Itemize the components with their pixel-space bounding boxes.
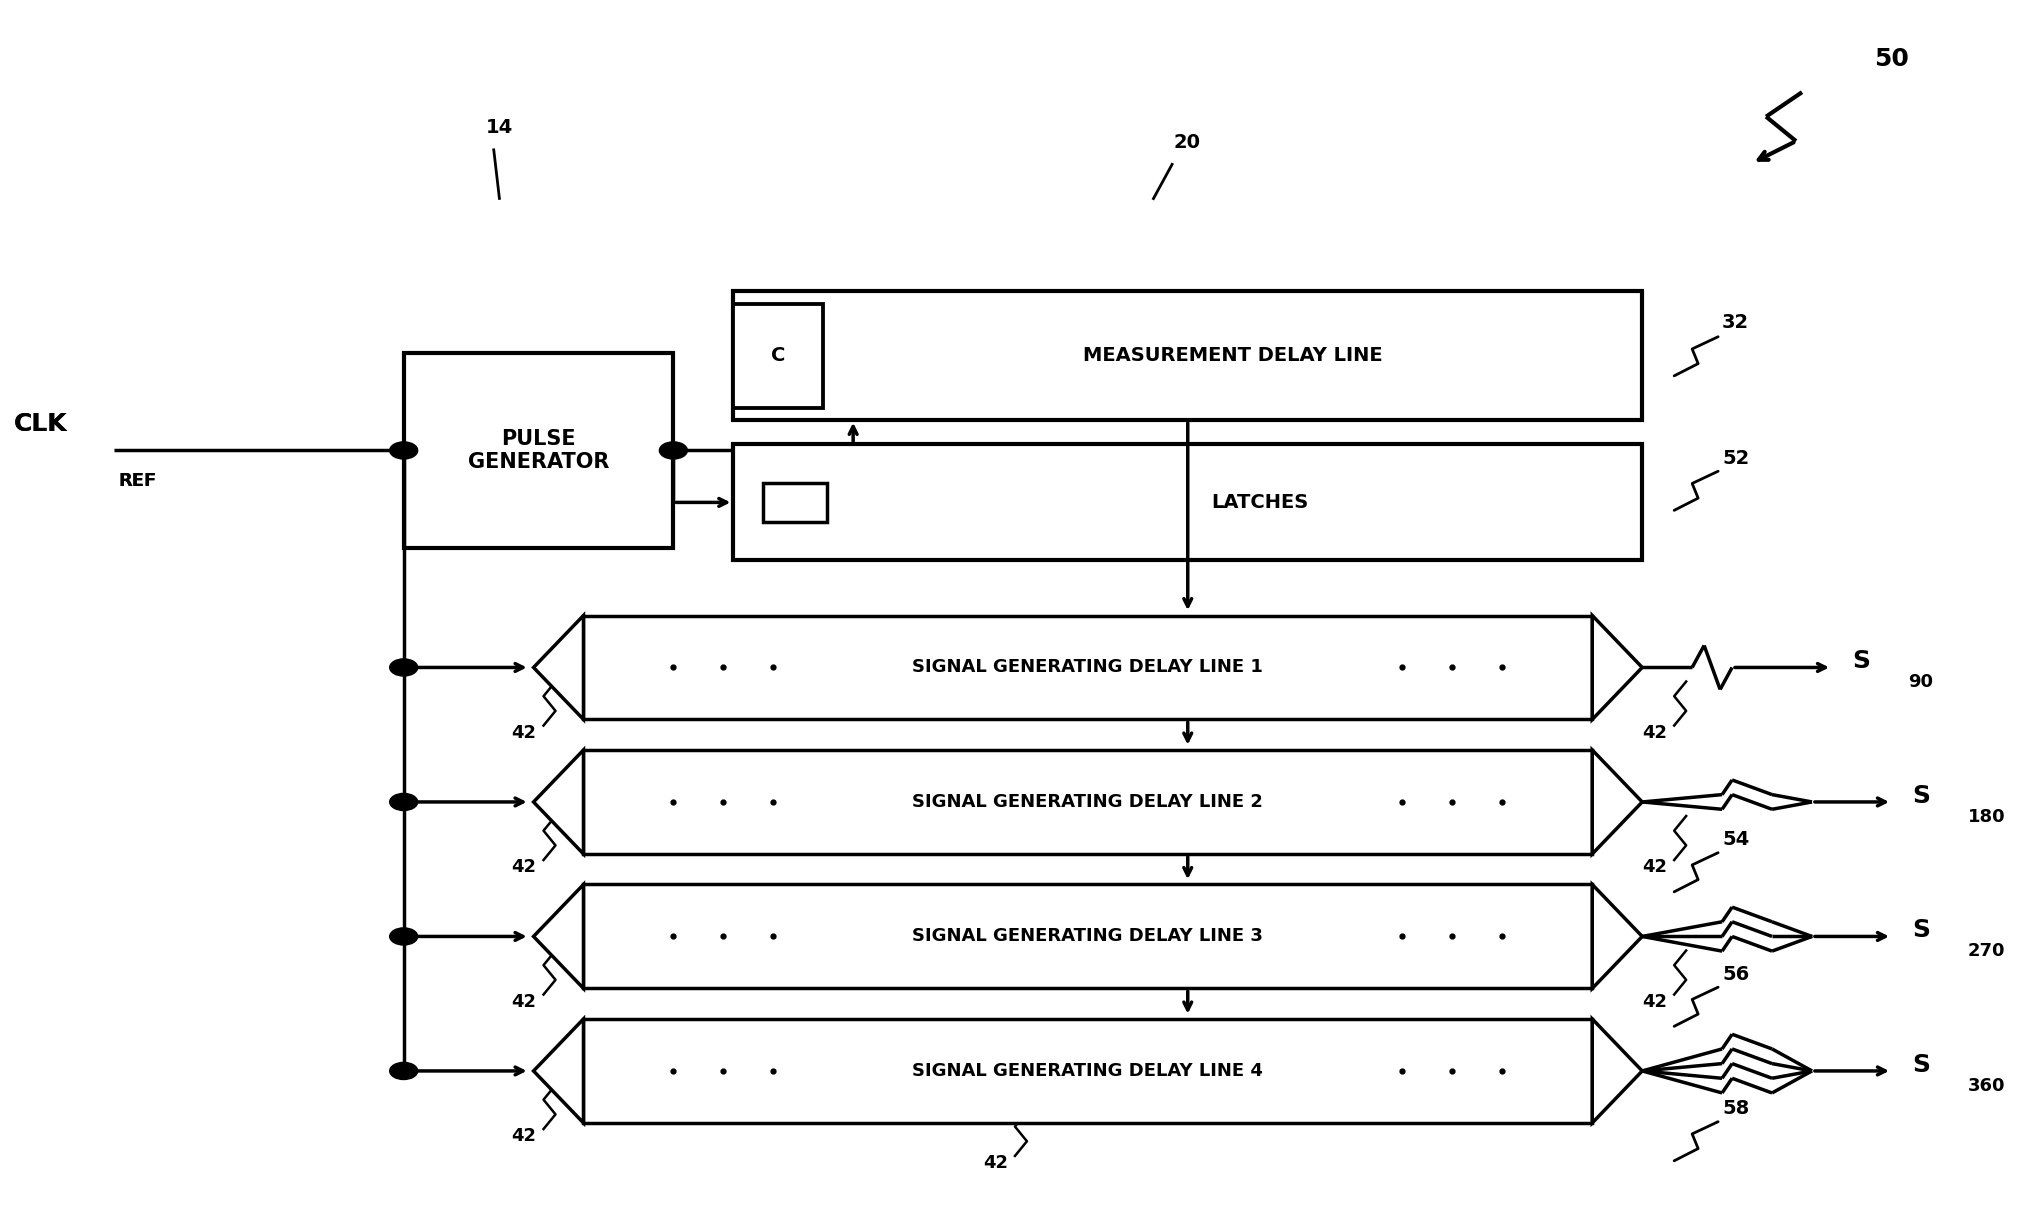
Text: 270: 270 bbox=[1969, 942, 2005, 960]
Circle shape bbox=[389, 659, 418, 676]
Text: 42: 42 bbox=[982, 1155, 1008, 1172]
Text: S: S bbox=[1912, 784, 1930, 808]
Text: 360: 360 bbox=[1969, 1077, 2005, 1094]
Text: MEASUREMENT DELAY LINE: MEASUREMENT DELAY LINE bbox=[1083, 346, 1382, 366]
Text: REF: REF bbox=[119, 473, 155, 490]
Circle shape bbox=[389, 794, 418, 810]
Text: 42: 42 bbox=[1642, 724, 1668, 742]
Text: 52: 52 bbox=[1723, 449, 1749, 468]
Text: SIGNAL GENERATING DELAY LINE 4: SIGNAL GENERATING DELAY LINE 4 bbox=[912, 1062, 1263, 1080]
Text: PULSE
GENERATOR: PULSE GENERATOR bbox=[468, 428, 609, 471]
Text: S: S bbox=[1852, 649, 1870, 673]
Text: 42: 42 bbox=[512, 724, 537, 742]
Bar bbox=[583, 616, 1591, 719]
Text: 14: 14 bbox=[486, 117, 512, 137]
Text: C: C bbox=[770, 346, 785, 366]
Polygon shape bbox=[1591, 750, 1642, 854]
Polygon shape bbox=[535, 750, 583, 854]
Text: 50: 50 bbox=[1874, 47, 1910, 71]
Bar bbox=[583, 885, 1591, 988]
Text: 42: 42 bbox=[512, 1128, 537, 1145]
Text: 42: 42 bbox=[512, 992, 537, 1011]
Text: 32: 32 bbox=[1723, 313, 1749, 332]
Circle shape bbox=[389, 1062, 418, 1080]
Text: LATCHES: LATCHES bbox=[1210, 492, 1309, 512]
Polygon shape bbox=[1591, 885, 1642, 988]
Bar bbox=[734, 304, 823, 407]
Text: 42: 42 bbox=[512, 858, 537, 876]
Bar bbox=[734, 292, 1642, 420]
Text: 54: 54 bbox=[1723, 831, 1749, 849]
Text: CLK: CLK bbox=[14, 411, 69, 436]
Text: 42: 42 bbox=[1642, 992, 1668, 1011]
Circle shape bbox=[389, 442, 418, 459]
Polygon shape bbox=[535, 885, 583, 988]
Text: CLK: CLK bbox=[14, 411, 69, 436]
Text: 180: 180 bbox=[1969, 808, 2005, 826]
Text: S: S bbox=[1912, 1053, 1930, 1077]
Text: SIGNAL GENERATING DELAY LINE 2: SIGNAL GENERATING DELAY LINE 2 bbox=[912, 793, 1263, 811]
Text: SIGNAL GENERATING DELAY LINE 1: SIGNAL GENERATING DELAY LINE 1 bbox=[912, 659, 1263, 677]
Text: SIGNAL GENERATING DELAY LINE 3: SIGNAL GENERATING DELAY LINE 3 bbox=[912, 927, 1263, 945]
Text: 58: 58 bbox=[1723, 1099, 1749, 1118]
Text: 56: 56 bbox=[1723, 965, 1749, 984]
Bar bbox=[734, 444, 1642, 560]
Polygon shape bbox=[1591, 616, 1642, 719]
Bar bbox=[583, 750, 1591, 854]
Text: 42: 42 bbox=[1642, 858, 1668, 876]
Text: 90: 90 bbox=[1908, 673, 1932, 691]
Bar bbox=[403, 352, 674, 548]
Circle shape bbox=[660, 442, 688, 459]
Polygon shape bbox=[1591, 1019, 1642, 1123]
Polygon shape bbox=[535, 1019, 583, 1123]
Text: REF: REF bbox=[119, 473, 155, 490]
Polygon shape bbox=[535, 616, 583, 719]
Bar bbox=[762, 483, 827, 522]
Circle shape bbox=[389, 928, 418, 945]
Text: 20: 20 bbox=[1174, 133, 1200, 153]
Text: S: S bbox=[1912, 918, 1930, 943]
Bar bbox=[583, 1019, 1591, 1123]
